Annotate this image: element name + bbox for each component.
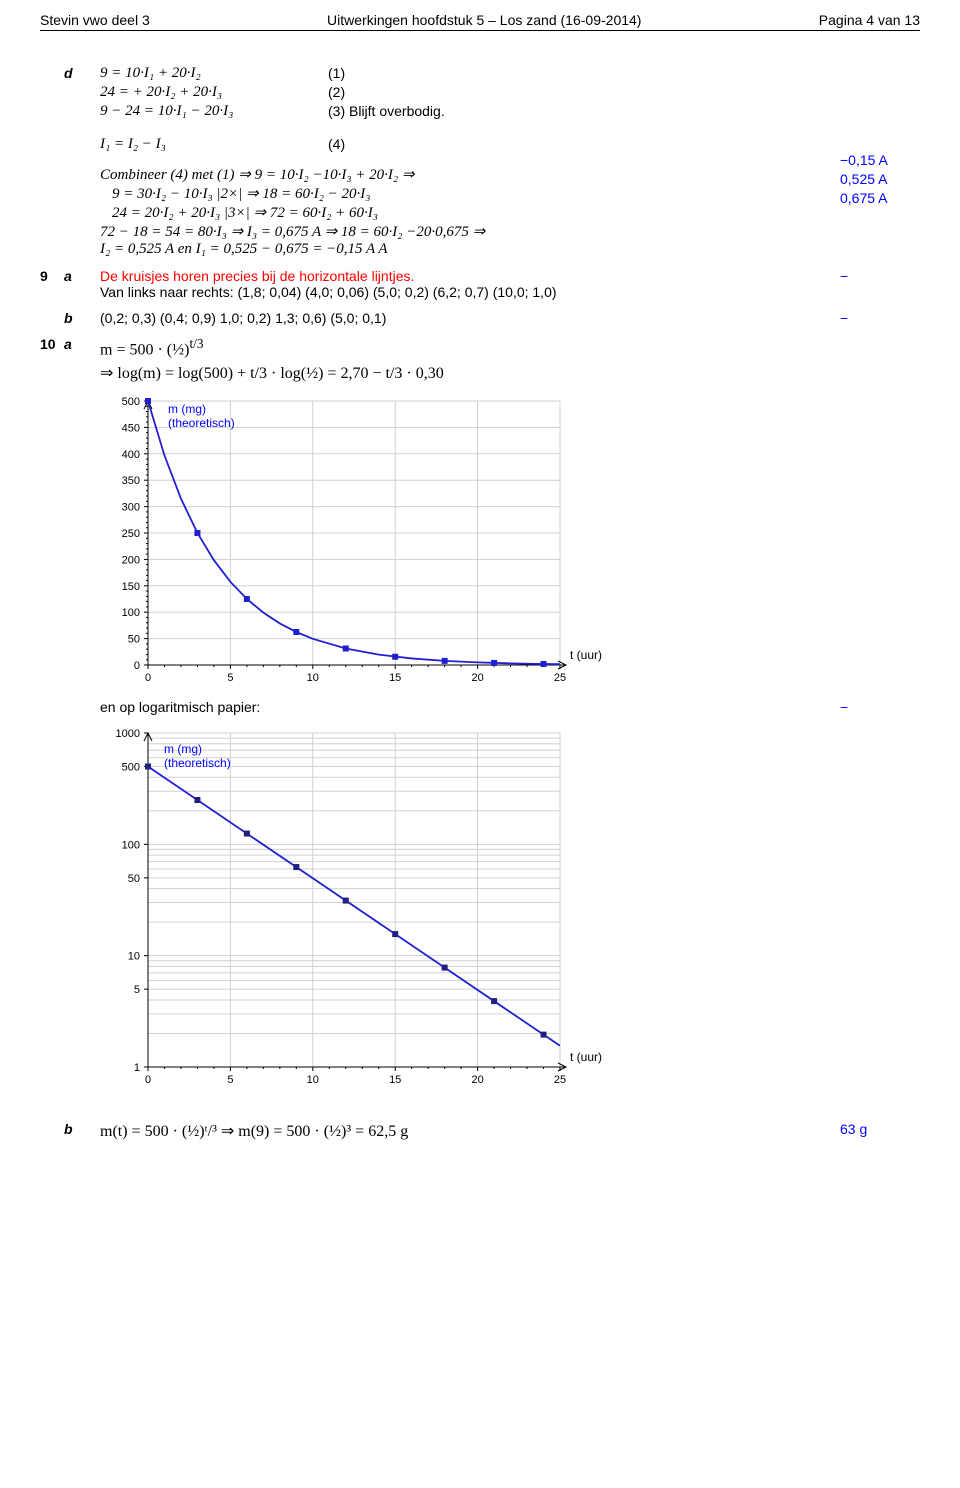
svg-text:500: 500	[122, 396, 140, 408]
svg-text:(theoretisch): (theoretisch)	[164, 756, 231, 770]
q10a-ans: −	[840, 699, 920, 715]
page-body: d 9 = 10·I₁ + 20·I₂ (1) 24 = + 20·I₂ + 20…	[40, 65, 920, 1141]
svg-text:5: 5	[227, 1074, 233, 1086]
sub-label-10a: a	[64, 336, 100, 352]
svg-text:50: 50	[128, 634, 140, 646]
question-9b: b (0,2; 0,3) (0,4; 0,9) 1,0; 0,2) 1,3; 0…	[40, 310, 920, 326]
sub-label-10b: b	[64, 1121, 100, 1137]
q9a-line2: Van links naar rechts: (1,8; 0,04) (4,0;…	[100, 284, 828, 300]
header-center: Uitwerkingen hoofdstuk 5 – Los zand (16-…	[150, 12, 819, 28]
step-c: 72 − 18 = 54 = 80·I₃ ⇒ I₃ = 0,675 A ⇒ 18…	[100, 222, 828, 241]
sub-label-9a: a	[64, 268, 100, 284]
log-caption-row: en op logaritmisch papier: −	[40, 699, 920, 715]
q9b-ans: −	[840, 310, 920, 326]
svg-text:15: 15	[389, 672, 401, 684]
q10b-formula: m(t) = 500 · (½)ᵗ/³ ⇒ m(9) = 500 · (½)³ …	[100, 1121, 840, 1141]
question-9a: 9 a De kruisjes horen precies bij de hor…	[40, 268, 920, 300]
chart-log-svg: 15105010050010000510152025t (uur)m (mg)(…	[100, 723, 640, 1103]
svg-text:t (uur): t (uur)	[570, 648, 602, 662]
step-d: I₂ = 0,525 A en I₁ = 0,525 − 0,675 = −0,…	[100, 241, 828, 258]
svg-text:t (uur): t (uur)	[570, 1050, 602, 1064]
step-a: 9 = 30·I₂ − 10·I₃ |2×| ⇒ 18 = 60·I₂ − 20…	[112, 184, 828, 203]
q-d-main: 9 = 10·I₁ + 20·I₂ (1) 24 = + 20·I₂ + 20·I…	[100, 65, 840, 258]
eq3: 9 − 24 = 10·I₁ − 20·I₃	[100, 103, 300, 120]
page-header: Stevin vwo deel 3 Uitwerkingen hoofdstuk…	[40, 12, 920, 31]
qnum-9: 9	[40, 268, 64, 284]
eq4-num: (4)	[328, 136, 345, 153]
q-d-answers: −0,15 A 0,525 A 0,675 A	[840, 65, 920, 208]
ans-0: −0,15 A	[840, 151, 920, 170]
q9a-main: De kruisjes horen precies bij de horizon…	[100, 268, 840, 300]
svg-text:0: 0	[145, 1074, 151, 1086]
svg-text:20: 20	[471, 672, 483, 684]
svg-text:250: 250	[122, 528, 140, 540]
svg-text:500: 500	[122, 762, 140, 774]
q9a-ans: −	[840, 268, 920, 284]
step-b: 24 = 20·I₂ + 20·I₃ |3×| ⇒ 72 = 60·I₂ + 6…	[112, 203, 828, 222]
ans-1: 0,525 A	[840, 170, 920, 189]
svg-text:10: 10	[307, 1074, 319, 1086]
qnum-10: 10	[40, 336, 64, 352]
formula-m-base: m = 500 · (½)	[100, 341, 189, 358]
svg-text:400: 400	[122, 449, 140, 461]
header-right: Pagina 4 van 13	[819, 12, 920, 28]
svg-text:20: 20	[471, 1074, 483, 1086]
svg-text:0: 0	[145, 672, 151, 684]
svg-text:100: 100	[122, 840, 140, 852]
svg-text:450: 450	[122, 423, 140, 435]
svg-text:5: 5	[134, 985, 140, 997]
svg-text:0: 0	[134, 660, 140, 672]
formula-m: m = 500 · (½)t/3	[100, 336, 828, 359]
svg-text:10: 10	[307, 672, 319, 684]
question-d: d 9 = 10·I₁ + 20·I₂ (1) 24 = + 20·I₂ + 20…	[40, 65, 920, 258]
svg-text:1: 1	[134, 1062, 140, 1074]
eq2: 24 = + 20·I₂ + 20·I₃	[100, 84, 300, 101]
formula-log: ⇒ log(m) = log(500) + t/3 · log(½) = 2,7…	[100, 363, 828, 383]
header-left: Stevin vwo deel 3	[40, 12, 150, 28]
svg-text:300: 300	[122, 502, 140, 514]
chart-log: 15105010050010000510152025t (uur)m (mg)(…	[100, 723, 920, 1103]
chart-linear-svg: 0 50 100 150 200 250 300 350 400 450 500 0 5 10 15 20 25…	[100, 391, 640, 691]
sub-label-9b: b	[64, 310, 100, 326]
svg-text:1000: 1000	[116, 728, 140, 740]
log-caption: en op logaritmisch papier:	[100, 699, 840, 715]
eq3-num: (3) Blijft overbodig.	[328, 103, 445, 120]
question-10b: b m(t) = 500 · (½)ᵗ/³ ⇒ m(9) = 500 · (½)…	[40, 1121, 920, 1141]
ans-2: 0,675 A	[840, 189, 920, 208]
formula-m-exp: t/3	[189, 336, 203, 351]
svg-text:100: 100	[122, 608, 140, 620]
eq4: I₁ = I₂ − I₃	[100, 136, 300, 153]
svg-text:m (mg): m (mg)	[168, 402, 206, 416]
svg-text:25: 25	[554, 672, 566, 684]
svg-text:150: 150	[122, 581, 140, 593]
svg-text:10: 10	[128, 951, 140, 963]
chart-linear: 0 50 100 150 200 250 300 350 400 450 500 0 5 10 15 20 25…	[100, 391, 920, 691]
svg-text:(theoretisch): (theoretisch)	[168, 416, 235, 430]
svg-text:15: 15	[389, 1074, 401, 1086]
q9b-main: (0,2; 0,3) (0,4; 0,9) 1,0; 0,2) 1,3; 0,6…	[100, 310, 840, 326]
q10b-ans: 63 g	[840, 1121, 920, 1137]
svg-text:50: 50	[128, 873, 140, 885]
sub-label-d: d	[64, 65, 100, 81]
q9a-line1: De kruisjes horen precies bij de horizon…	[100, 268, 828, 284]
svg-text:350: 350	[122, 476, 140, 488]
eq2-num: (2)	[328, 84, 345, 101]
svg-text:5: 5	[227, 672, 233, 684]
svg-text:200: 200	[122, 555, 140, 567]
q10a-main: m = 500 · (½)t/3 ⇒ log(m) = log(500) + t…	[100, 336, 840, 383]
question-10a: 10 a m = 500 · (½)t/3 ⇒ log(m) = log(500…	[40, 336, 920, 383]
eq1: 9 = 10·I₁ + 20·I₂	[100, 65, 300, 82]
eq1-num: (1)	[328, 65, 345, 82]
svg-text:m (mg): m (mg)	[164, 742, 202, 756]
combine-line: Combineer (4) met (1) ⇒ 9 = 10·I₂ −10·I₃…	[100, 165, 828, 184]
svg-text:25: 25	[554, 1074, 566, 1086]
